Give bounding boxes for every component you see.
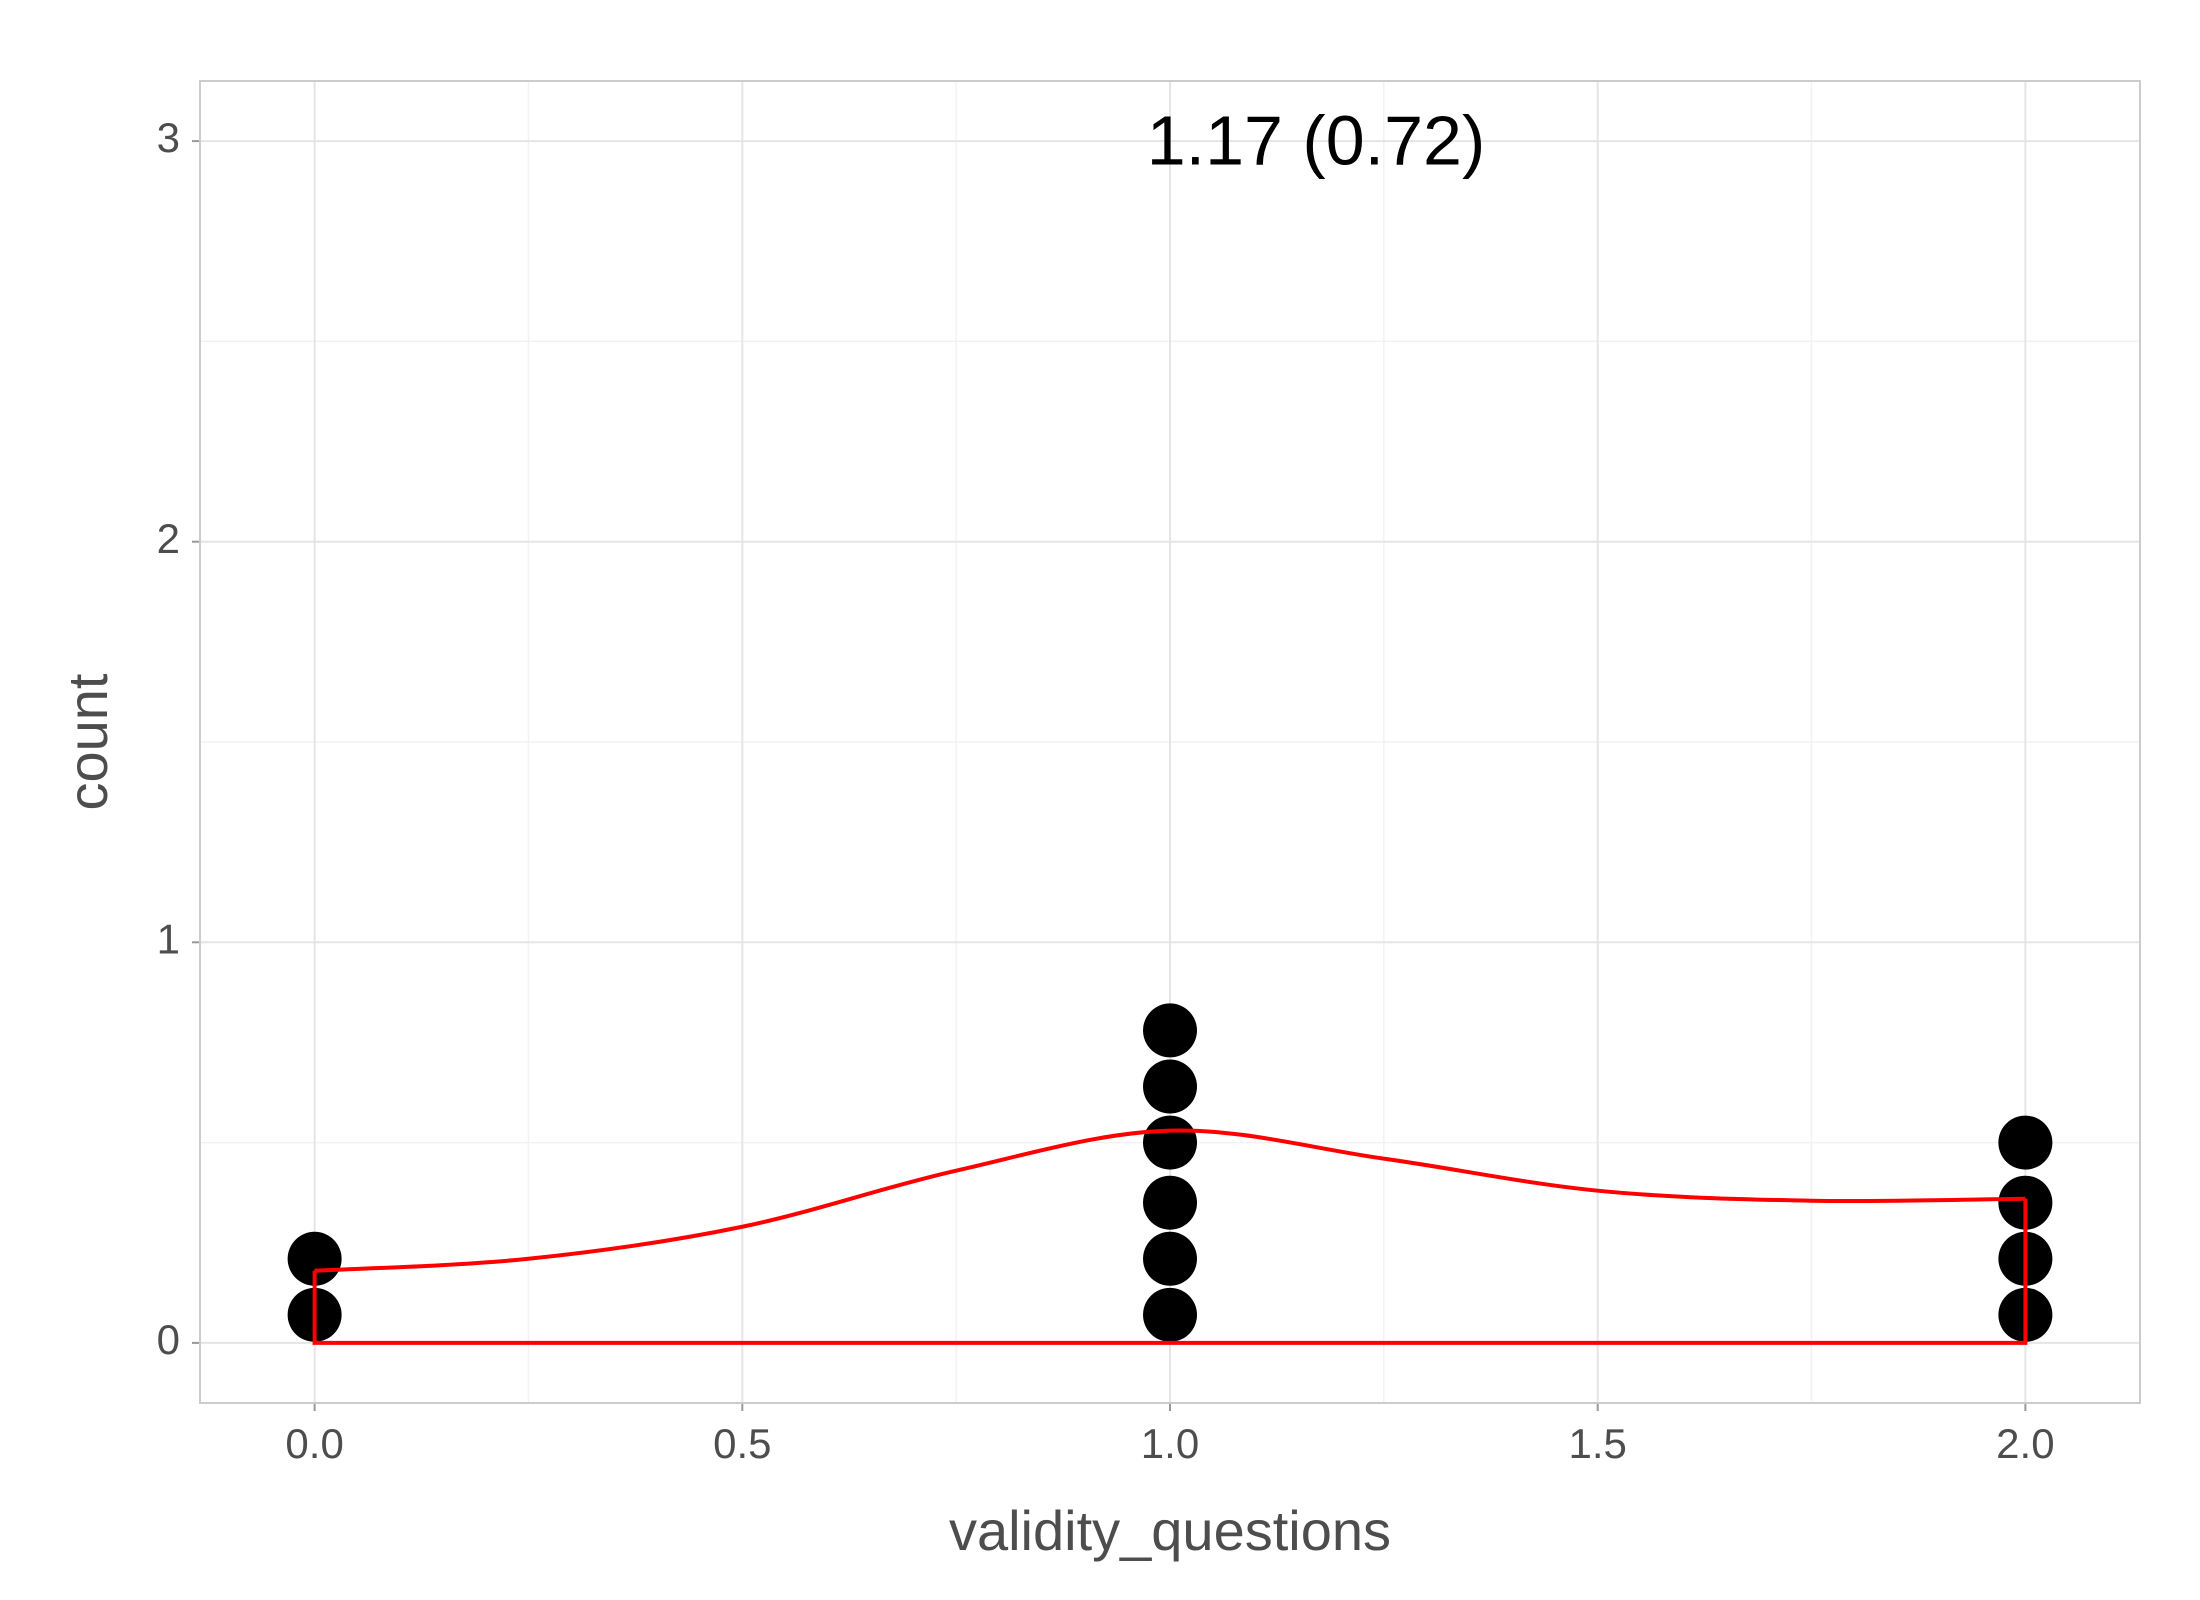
x-axis-title: validity_questions <box>949 1499 1391 1562</box>
dot <box>1143 1175 1197 1230</box>
dot <box>1143 1115 1197 1170</box>
density-outline <box>312 1198 2028 1345</box>
dot <box>287 1231 342 1286</box>
dot <box>1143 1003 1197 1058</box>
y-axis-title: count <box>56 673 119 810</box>
x-tick-label: 2.0 <box>1996 1420 2054 1467</box>
x-tick-label: 0.0 <box>285 1420 343 1467</box>
x-tick-label: 0.5 <box>713 1420 771 1467</box>
panel-border <box>199 80 2141 1404</box>
dot <box>1143 1059 1197 1114</box>
y-tick-label: 1 <box>157 915 180 962</box>
dot <box>1143 1231 1197 1286</box>
dot <box>1998 1115 2053 1170</box>
y-tick-label: 2 <box>157 515 180 562</box>
annotation: 1.17 (0.72) <box>1147 101 1486 179</box>
x-tick-label: 1.0 <box>1141 1420 1199 1467</box>
dot <box>1143 1287 1197 1342</box>
y-tick-label: 0 <box>157 1316 180 1363</box>
x-tick-label: 1.5 <box>1568 1420 1626 1467</box>
density-line <box>314 1128 2026 1273</box>
y-tick-label: 3 <box>157 114 180 161</box>
